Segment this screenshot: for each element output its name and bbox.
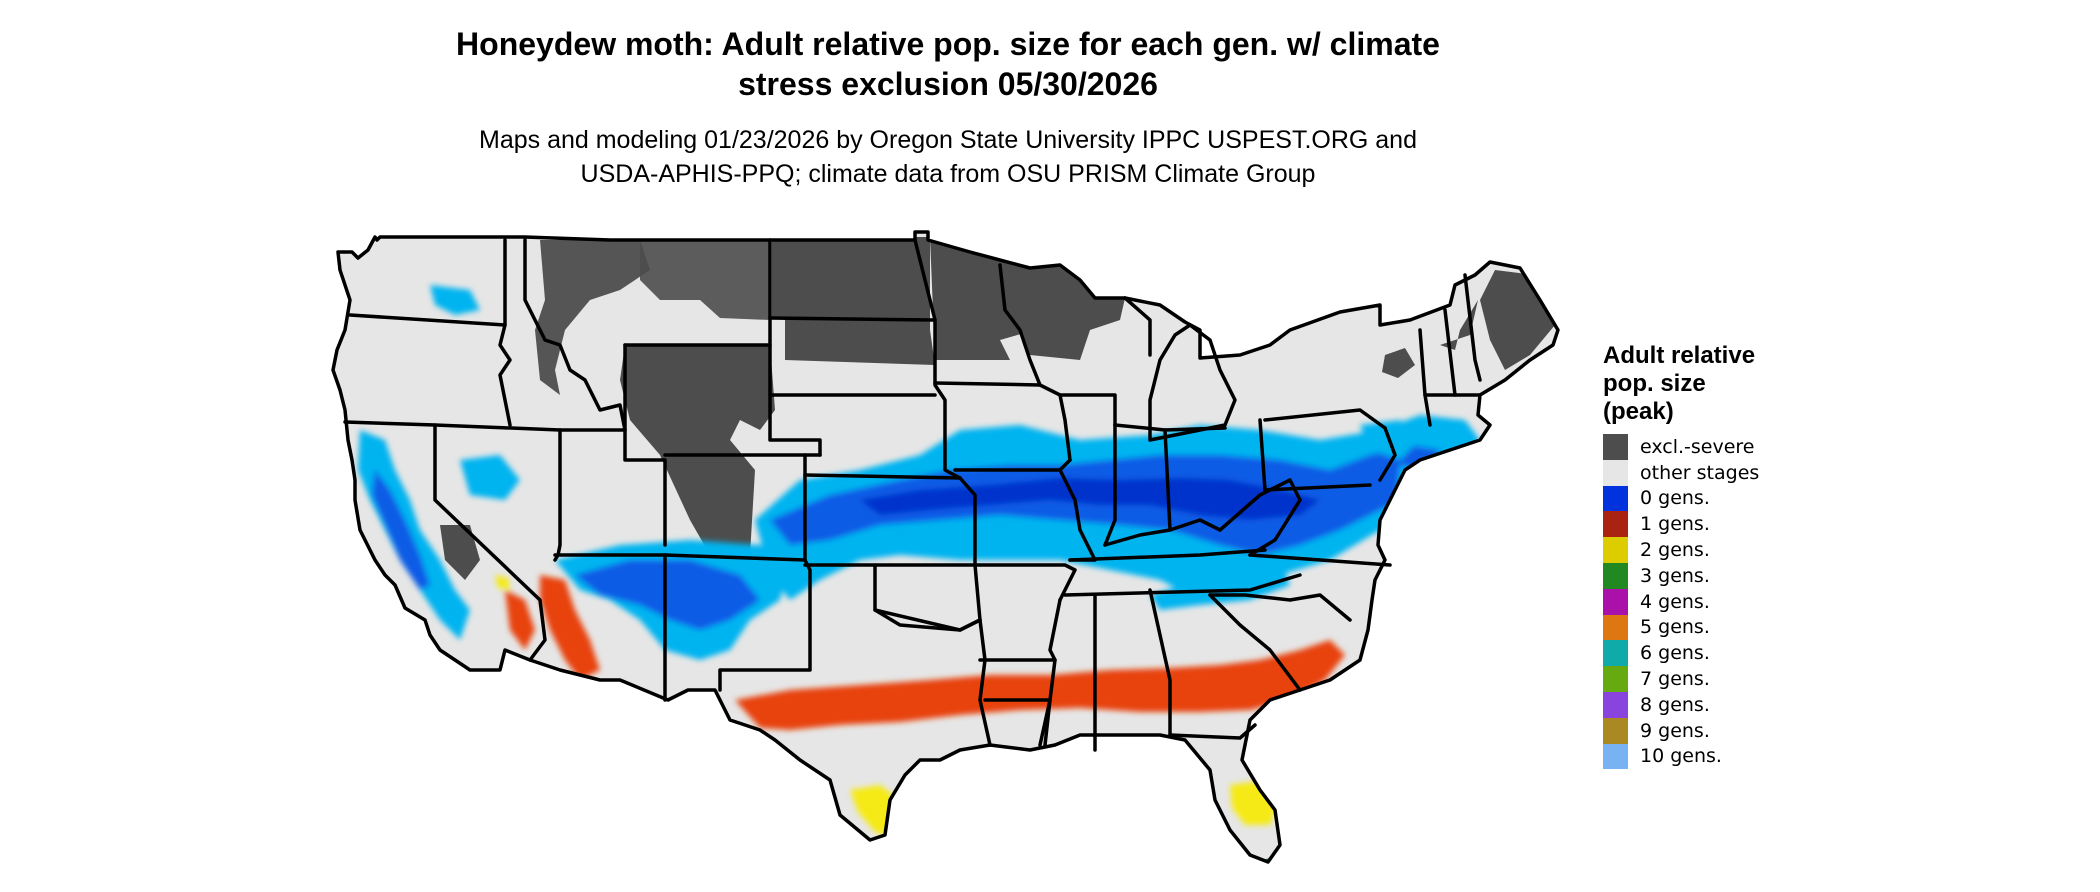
legend-swatch [1603, 434, 1628, 460]
legend-label: 0 gens. [1640, 487, 1710, 510]
legend-item: 4 gens. [1603, 588, 1863, 615]
legend-item: 2 gens. [1603, 537, 1863, 563]
subtitle-line-2: USDA-APHIS-PPQ; climate data from OSU PR… [580, 160, 1316, 188]
legend-swatch [1603, 511, 1628, 538]
legend-swatch [1603, 743, 1628, 770]
legend-label: 4 gens. [1640, 590, 1710, 613]
legend-label: other stages [1640, 461, 1760, 484]
legend-item: 0 gens. [1603, 485, 1863, 512]
legend-label: 1 gens. [1640, 513, 1710, 536]
legend-label: 2 gens. [1640, 539, 1710, 562]
legend-item: 1 gens. [1603, 511, 1863, 538]
title-line-2: stress exclusion 05/30/2026 [738, 66, 1158, 102]
subtitle-line-1: Maps and modeling 01/23/2026 by Oregon S… [479, 126, 1417, 154]
legend-label: excl.-severe [1640, 435, 1755, 458]
map-title: Honeydew moth: Adult relative pop. size … [0, 24, 1896, 104]
legend-label: 8 gens. [1640, 693, 1710, 716]
legend-label: 3 gens. [1640, 564, 1710, 587]
legend-swatch [1603, 588, 1628, 615]
legend-label: 6 gens. [1640, 642, 1710, 665]
legend-item: 8 gens. [1603, 691, 1863, 718]
legend-item: 10 gens. [1603, 743, 1863, 770]
legend: Adult relative pop. size (peak) excl.-se… [1603, 342, 1863, 770]
legend-items: excl.-severe other stages 0 gens. 1 gens… [1603, 434, 1863, 770]
legend-item: excl.-severe [1603, 434, 1863, 460]
legend-item: 3 gens. [1603, 562, 1863, 589]
legend-item: other stages [1603, 459, 1863, 486]
title-line-1: Honeydew moth: Adult relative pop. size … [456, 26, 1440, 62]
legend-label: 10 gens. [1640, 745, 1722, 768]
one-gens-region [505, 575, 1345, 730]
legend-label: 9 gens. [1640, 719, 1710, 742]
legend-item: 6 gens. [1603, 640, 1863, 667]
legend-title: Adult relative pop. size (peak) [1603, 342, 1863, 426]
legend-swatch [1603, 459, 1628, 486]
legend-title-line-3: (peak) [1603, 398, 1674, 425]
us-map [331, 230, 1560, 864]
legend-item: 7 gens. [1603, 666, 1863, 692]
state-borders [331, 230, 1560, 864]
legend-swatch [1603, 562, 1628, 589]
legend-swatch [1603, 666, 1628, 692]
legend-label: 5 gens. [1640, 616, 1710, 639]
legend-swatch [1603, 691, 1628, 718]
legend-swatch [1603, 537, 1628, 563]
legend-title-line-1: Adult relative [1603, 342, 1756, 369]
map-subtitle: Maps and modeling 01/23/2026 by Oregon S… [0, 123, 1896, 191]
legend-title-line-2: pop. size [1603, 370, 1706, 397]
zero-gens-region [358, 285, 1480, 660]
legend-swatch [1603, 614, 1628, 641]
legend-item: 9 gens. [1603, 717, 1863, 744]
legend-item: 5 gens. [1603, 614, 1863, 641]
legend-swatch [1603, 640, 1628, 667]
legend-swatch [1603, 485, 1628, 512]
legend-swatch [1603, 717, 1628, 744]
legend-label: 7 gens. [1640, 668, 1710, 691]
